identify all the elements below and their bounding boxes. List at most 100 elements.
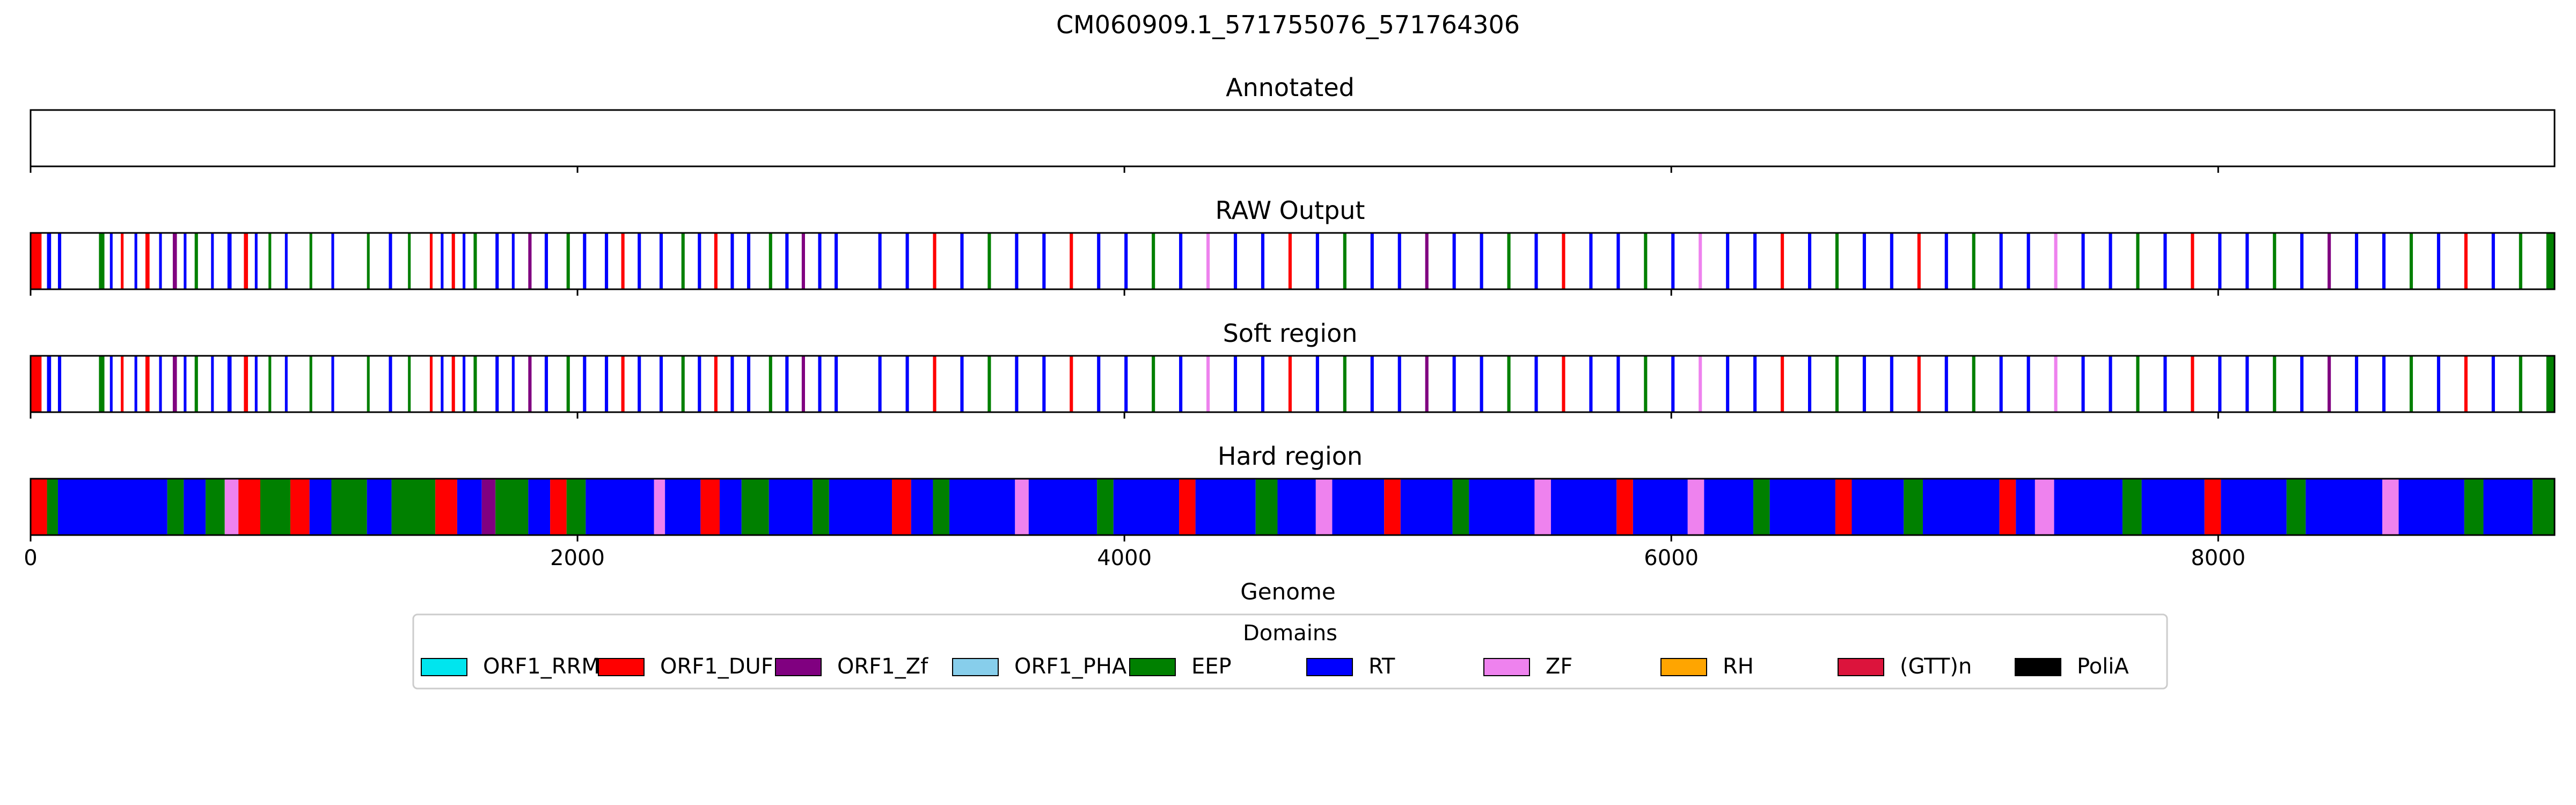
domain-segment bbox=[2081, 233, 2085, 289]
domain-segment bbox=[1097, 233, 1101, 289]
domain-segment bbox=[172, 233, 177, 289]
legend-swatch bbox=[598, 658, 645, 676]
domain-segment bbox=[550, 479, 567, 535]
domain-segment bbox=[2136, 233, 2140, 289]
legend-entry: ORF1_PHA bbox=[952, 654, 1127, 679]
domain-segment bbox=[1699, 233, 1702, 289]
domain-segment bbox=[1551, 479, 1617, 535]
legend-label: RH bbox=[1723, 654, 1754, 679]
domain-segment bbox=[2141, 479, 2205, 535]
domain-segment bbox=[2491, 233, 2495, 289]
domain-segment bbox=[1315, 479, 1333, 535]
domain-segment bbox=[1179, 233, 1183, 289]
domain-segment bbox=[511, 233, 515, 289]
domain-segment bbox=[1726, 233, 1730, 289]
legend-swatch bbox=[1483, 658, 1530, 676]
domain-segment bbox=[2035, 479, 2054, 535]
domain-segment bbox=[720, 479, 742, 535]
domain-segment bbox=[769, 356, 772, 412]
domain-segment bbox=[698, 356, 701, 412]
domain-segment bbox=[2483, 479, 2533, 535]
legend-label: ORF1_PHA bbox=[1014, 654, 1127, 679]
domain-segment bbox=[659, 356, 663, 412]
domain-segment bbox=[99, 356, 105, 412]
legend-label: RT bbox=[1368, 654, 1395, 679]
domain-segment bbox=[1534, 233, 1538, 289]
domain-segment bbox=[769, 233, 772, 289]
domain-segment bbox=[1862, 356, 1866, 412]
domain-segment bbox=[1922, 479, 2000, 535]
domain-segment bbox=[2016, 479, 2035, 535]
domain-segment bbox=[2054, 479, 2123, 535]
domain-segment bbox=[1562, 356, 1565, 412]
legend-swatch bbox=[421, 658, 467, 676]
domain-segment bbox=[2109, 356, 2112, 412]
domain-segment bbox=[905, 233, 909, 289]
domain-segment bbox=[121, 356, 124, 412]
domain-segment bbox=[194, 233, 198, 289]
domain-segment bbox=[2328, 356, 2331, 412]
domain-segment bbox=[473, 233, 477, 289]
domain-segment bbox=[463, 356, 466, 412]
domain-segment bbox=[227, 233, 232, 289]
panel-frame bbox=[30, 232, 2556, 290]
panel-title: Soft region bbox=[1223, 319, 1358, 348]
domain-segment bbox=[1233, 356, 1238, 412]
legend-entry: ORF1_DUF bbox=[598, 654, 773, 679]
panel-frame bbox=[30, 478, 2556, 536]
domain-segment bbox=[2355, 233, 2359, 289]
domain-segment bbox=[638, 233, 641, 289]
legend-entry: (GTT)n bbox=[1838, 654, 1972, 679]
domain-segment bbox=[2026, 233, 2030, 289]
domain-segment bbox=[284, 233, 288, 289]
domain-segment bbox=[1195, 479, 1256, 535]
domain-segment bbox=[145, 356, 150, 412]
domain-segment bbox=[367, 356, 370, 412]
domain-segment bbox=[31, 479, 47, 535]
domain-segment bbox=[1862, 233, 1866, 289]
panel-title: RAW Output bbox=[1216, 196, 1365, 225]
domain-segment bbox=[544, 356, 548, 412]
domain-segment bbox=[621, 233, 625, 289]
domain-segment bbox=[457, 479, 482, 535]
domain-segment bbox=[1113, 479, 1180, 535]
panel-title: Hard region bbox=[1218, 442, 1363, 471]
domain-segment bbox=[429, 233, 433, 289]
panel-frame bbox=[30, 109, 2556, 167]
domain-segment bbox=[2546, 233, 2555, 289]
domain-segment bbox=[2533, 479, 2555, 535]
domain-segment bbox=[441, 233, 444, 289]
domain-segment bbox=[389, 356, 392, 412]
domain-segment bbox=[2273, 356, 2277, 412]
domain-segment bbox=[2054, 233, 2058, 289]
domain-segment bbox=[2191, 233, 2194, 289]
domain-segment bbox=[2382, 479, 2399, 535]
domain-segment bbox=[566, 479, 586, 535]
panel-0: Annotated bbox=[30, 73, 2556, 173]
domain-segment bbox=[2382, 233, 2386, 289]
panel-background bbox=[31, 356, 2555, 412]
domain-segment bbox=[1425, 233, 1429, 289]
panel-background bbox=[31, 233, 2555, 289]
domain-segment bbox=[960, 356, 964, 412]
domain-segment bbox=[987, 233, 991, 289]
domain-segment bbox=[1807, 233, 1812, 289]
domain-segment bbox=[1042, 233, 1046, 289]
domain-segment bbox=[1452, 233, 1456, 289]
domain-segment bbox=[2221, 479, 2287, 535]
domain-segment bbox=[159, 233, 162, 289]
domain-segment bbox=[511, 356, 515, 412]
domain-segment bbox=[747, 233, 751, 289]
domain-segment bbox=[254, 356, 258, 412]
domain-segment bbox=[1753, 233, 1757, 289]
domain-segment bbox=[172, 356, 177, 412]
domain-segment bbox=[1179, 356, 1183, 412]
domain-segment bbox=[495, 356, 499, 412]
domain-segment bbox=[714, 356, 718, 412]
domain-segment bbox=[1015, 479, 1029, 535]
legend-entry: ORF1_RRM bbox=[421, 654, 600, 679]
legend-entry: ZF bbox=[1483, 654, 1572, 679]
legend-label: ORF1_Zf bbox=[837, 654, 928, 679]
legend-swatch bbox=[1129, 658, 1176, 676]
domain-segment bbox=[2409, 356, 2413, 412]
